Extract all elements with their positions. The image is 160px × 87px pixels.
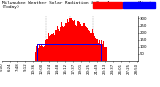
Bar: [53, 33, 54, 61]
Bar: [69, 18, 70, 61]
Bar: [90, 33, 91, 61]
Bar: [91, 33, 92, 61]
Bar: [99, 40, 100, 61]
Bar: [103, 41, 104, 61]
Text: Milwaukee Weather Solar Radiation & Day Average per Minute (Today): Milwaukee Weather Solar Radiation & Day …: [2, 1, 154, 9]
Bar: [40, 46, 41, 61]
Bar: [57, 26, 58, 61]
Bar: [66, 23, 67, 61]
Bar: [93, 33, 94, 61]
Bar: [97, 39, 98, 61]
Bar: [79, 22, 80, 61]
Bar: [73, 21, 74, 61]
Bar: [104, 47, 105, 61]
Bar: [89, 31, 90, 61]
Bar: [60, 27, 61, 61]
Bar: [35, 52, 36, 61]
Bar: [45, 35, 46, 61]
Bar: [76, 26, 77, 61]
Bar: [70, 18, 71, 61]
Bar: [96, 38, 97, 61]
Bar: [44, 46, 45, 61]
Bar: [75, 25, 76, 61]
Bar: [54, 35, 55, 61]
Bar: [56, 30, 57, 61]
Bar: [47, 39, 48, 61]
Bar: [64, 26, 65, 61]
Bar: [41, 44, 42, 61]
Bar: [71, 18, 72, 61]
Bar: [86, 27, 87, 61]
Bar: [78, 21, 79, 61]
Bar: [72, 20, 73, 61]
Bar: [95, 37, 96, 61]
Bar: [63, 26, 64, 61]
Bar: [88, 30, 89, 61]
Bar: [84, 23, 85, 61]
Bar: [58, 29, 59, 61]
Bar: [87, 28, 88, 61]
Bar: [62, 26, 63, 61]
Bar: [38, 48, 39, 61]
Bar: [83, 23, 84, 61]
Bar: [77, 21, 78, 61]
Bar: [100, 44, 101, 61]
Bar: [85, 26, 86, 61]
Bar: [42, 46, 43, 61]
Bar: [82, 26, 83, 61]
Bar: [48, 33, 49, 61]
Bar: [59, 31, 60, 61]
Bar: [51, 34, 52, 61]
Bar: [98, 44, 99, 61]
Bar: [101, 40, 102, 61]
Bar: [67, 19, 68, 61]
Bar: [52, 34, 53, 61]
Bar: [55, 29, 56, 61]
Bar: [61, 22, 62, 61]
Bar: [80, 24, 81, 61]
Bar: [81, 26, 82, 61]
Bar: [68, 22, 69, 61]
Bar: [49, 36, 50, 61]
Bar: [43, 47, 44, 61]
Bar: [65, 23, 66, 61]
Bar: [94, 36, 95, 61]
Bar: [46, 39, 47, 61]
Bar: [74, 20, 75, 61]
Bar: [92, 29, 93, 61]
Bar: [50, 35, 51, 61]
Bar: [37, 44, 38, 61]
Bar: [105, 47, 106, 61]
Bar: [36, 46, 37, 61]
Bar: [106, 47, 107, 61]
Bar: [102, 44, 103, 61]
Bar: [39, 45, 40, 61]
